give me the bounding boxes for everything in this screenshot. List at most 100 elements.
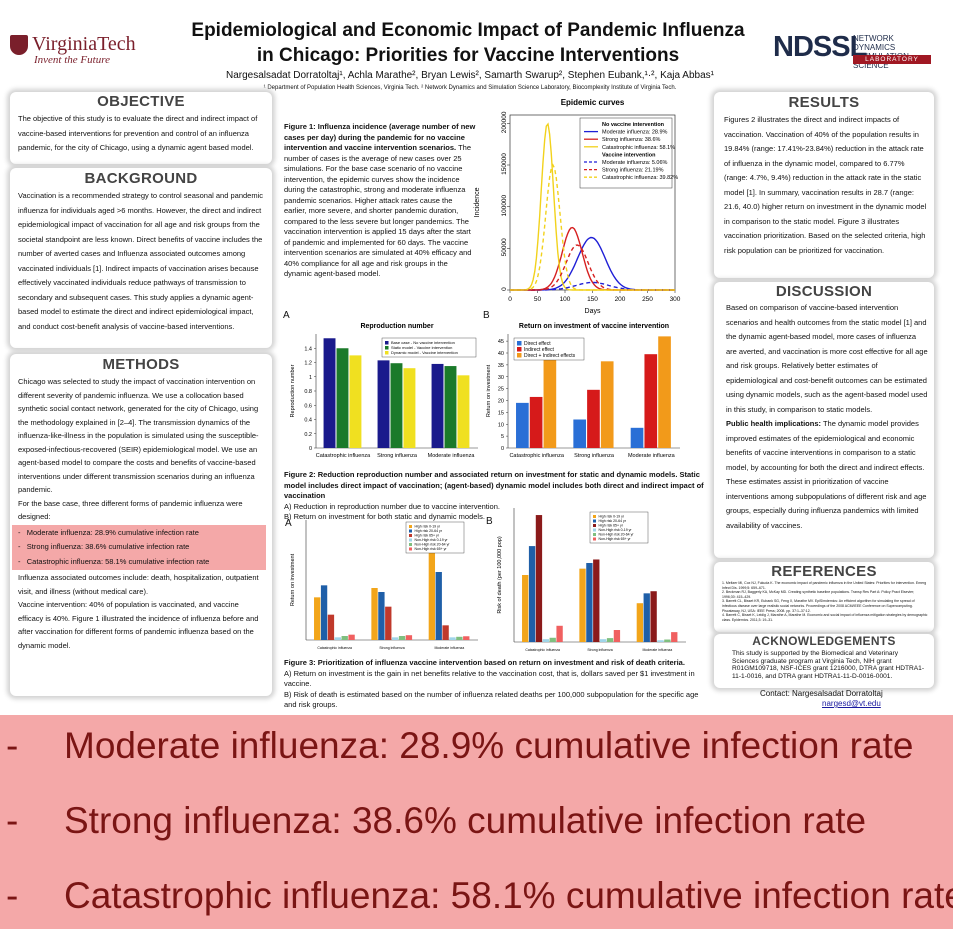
methods-box: METHODS Chicago was selected to study th… — [10, 354, 272, 696]
legend-label: Non-High risk 0-19 yr — [415, 538, 449, 542]
bar — [348, 634, 355, 640]
bar — [549, 637, 556, 642]
y-tick-label: 0.4 — [304, 418, 312, 424]
methods-after-2: Vaccine intervention: 40% of population … — [18, 600, 259, 650]
category-label: Catastrophic influenza — [317, 646, 352, 650]
bar — [542, 639, 549, 642]
methods-heading: METHODS — [102, 356, 180, 373]
legend-swatch — [593, 537, 596, 541]
bar — [428, 522, 436, 640]
virginia-tech-logo: VirginiaTech Invent the Future — [8, 33, 158, 67]
methods-highlight: - Moderate influenza: 28.9% cumulative i… — [12, 524, 266, 570]
figure-3-caption-b: B) Risk of death is estimated based on t… — [284, 689, 699, 710]
bar — [405, 635, 413, 640]
zoom-item-catastrophic: Catastrophic influenza: 58.1% cumulative… — [64, 875, 953, 916]
legend-label: Indirect effect — [524, 347, 555, 353]
y-axis-label: Return on investment — [486, 364, 492, 417]
legend-swatch — [409, 538, 412, 542]
legend-label: Direct + Indirect effects — [524, 353, 576, 359]
bar — [390, 363, 403, 448]
y-tick-label: 1.4 — [304, 346, 312, 352]
bar — [456, 636, 463, 640]
bar — [378, 592, 385, 640]
figure-3-caption-bold: Figure 3: Prioritization of influenza va… — [284, 658, 685, 667]
series-line — [510, 226, 675, 291]
y-tick-label: 40 — [498, 351, 504, 357]
implications-text: The dynamic model provides improved esti… — [726, 419, 927, 530]
bar — [600, 361, 614, 448]
ndssl-text-1: NETWORK DYNAMICS — [853, 34, 896, 52]
category-label: Moderate influenza — [642, 648, 672, 652]
figure-3-caption: Figure 3: Prioritization of influenza va… — [284, 658, 704, 711]
background-text: Vaccination is a recommended strategy to… — [18, 191, 263, 331]
legend-label: Catastrophic influenza: 58.1% — [602, 145, 675, 151]
bar — [613, 630, 621, 642]
category-label: Strong influenza — [574, 453, 615, 459]
discussion-body: Based on comparison of vaccine-based int… — [714, 300, 934, 533]
references-heading: REFERENCES — [771, 563, 877, 580]
legend-swatch — [409, 529, 412, 533]
y-tick-label: 50000 — [501, 238, 508, 256]
y-tick-label: 5 — [501, 434, 504, 440]
zoom-item-moderate: Moderate influenza: 28.9% cumulative inf… — [64, 725, 914, 766]
results-box: RESULTS Figures 2 illustrates the direct… — [714, 92, 934, 278]
legend-label: Direct effect — [524, 341, 551, 347]
x-tick-label: 250 — [642, 296, 653, 303]
bar — [522, 575, 529, 642]
references-list: 1. Meltzer MI, Cox NJ, Fukuda K. The eco… — [714, 580, 934, 622]
fig2-panel-a-label: A — [283, 310, 290, 321]
legend-label: High risk 20-64 yr — [599, 519, 627, 523]
background-box: BACKGROUND Vaccination is a recommended … — [10, 168, 272, 348]
legend-header: Vaccine intervention — [602, 152, 656, 158]
bar — [528, 546, 536, 642]
y-tick-label: 1.2 — [304, 361, 312, 367]
legend-swatch — [517, 341, 522, 346]
risk-of-death-chart: Risk of death (per 100,000 pop) Catastrop… — [497, 508, 686, 652]
bar — [377, 360, 390, 448]
methods-bullet: - Catastrophic influenza: 58.1% cumulati… — [18, 556, 210, 566]
reference-item: 1. Meltzer MI, Cox NJ, Fukuda K. The eco… — [722, 581, 927, 590]
x-tick-label: 50 — [534, 296, 542, 303]
chart-title: Reproduction number — [360, 323, 433, 330]
bar — [593, 559, 600, 642]
bar — [320, 585, 328, 640]
bar — [403, 368, 416, 448]
legend-swatch — [409, 525, 412, 528]
legend-label: Catastrophic influenza: 39.82% — [602, 175, 678, 181]
figure-1-caption-rest: The number of cases is the average of ne… — [284, 143, 472, 278]
contact-email-link[interactable]: nargesd@vt.edu — [822, 699, 881, 708]
bar — [657, 640, 664, 642]
series-line — [510, 122, 675, 291]
legend-swatch — [593, 519, 596, 523]
objective-text: The objective of this study is to evalua… — [18, 114, 258, 152]
figure-1-caption: Figure 1: Influenza incidence (average n… — [284, 122, 476, 280]
vt-logo-word: VirginiaTech — [32, 33, 136, 55]
zoom-row: - Strong influenza: 38.6% cumulative inf… — [0, 800, 953, 856]
legend-label: Moderate influenza: 28.9% — [602, 130, 668, 136]
chart-title: Epidemic curves — [561, 98, 625, 107]
title-line-2: in Chicago: Priorities for Vaccine Inter… — [256, 45, 680, 66]
contact-label: Contact: Nargesalsadat Dorratoltaj — [760, 689, 883, 698]
category-label: Strong influenza — [587, 648, 612, 652]
legend-label: Strong influenza: 21.19% — [602, 168, 664, 174]
figure-1-caption-bold: Figure 1: Influenza incidence (average n… — [284, 122, 476, 152]
y-tick-label: 30 — [498, 375, 504, 381]
bar — [586, 563, 593, 642]
vt-shield-icon — [10, 35, 28, 55]
bar — [535, 515, 543, 642]
zoom-row: - Moderate influenza: 28.9% cumulative i… — [0, 725, 953, 781]
category-label: Catastrophic influenza — [316, 453, 371, 459]
bar — [435, 572, 442, 640]
bar — [327, 614, 335, 640]
y-tick-label: 25 — [498, 387, 504, 393]
figure-2-caption: Figure 2: Reduction reproduction number … — [284, 470, 704, 523]
bar — [334, 637, 341, 640]
category-label: Catastrophic influenza — [509, 453, 564, 459]
implications: Public health implications: The dynamic … — [726, 417, 928, 533]
legend-swatch — [385, 341, 389, 345]
y-tick-label: 0 — [501, 446, 504, 452]
x-tick-label: 200 — [615, 296, 626, 303]
y-tick-label: 0.8 — [304, 389, 312, 395]
x-tick-label: 150 — [587, 296, 598, 303]
y-axis-label: Risk of death (per 100,000 pop) — [497, 536, 503, 614]
